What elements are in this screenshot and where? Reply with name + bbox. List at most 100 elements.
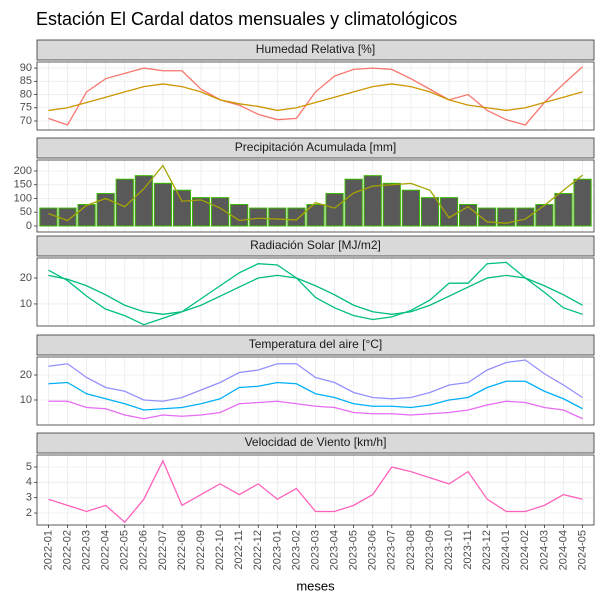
x-tick-label: 2023-09 bbox=[424, 530, 436, 570]
bar bbox=[420, 197, 440, 227]
y-tick-label: 20 bbox=[20, 272, 32, 284]
line bbox=[48, 261, 583, 326]
y-tick-label: 150 bbox=[14, 179, 32, 191]
panel-border bbox=[36, 356, 595, 426]
bar bbox=[134, 175, 153, 227]
x-tick-label: 2022-04 bbox=[100, 530, 112, 570]
bar bbox=[249, 207, 268, 227]
line bbox=[48, 164, 583, 224]
bar bbox=[554, 193, 573, 227]
bar bbox=[573, 178, 592, 227]
line bbox=[48, 459, 583, 524]
x-tick-label: 2022-09 bbox=[195, 530, 207, 570]
bar bbox=[268, 207, 287, 227]
x-tick-label: 2023-05 bbox=[348, 530, 360, 570]
strip bbox=[36, 235, 595, 257]
x-tick-label: 2023-04 bbox=[328, 530, 340, 570]
bar bbox=[382, 182, 401, 227]
strip bbox=[36, 432, 595, 454]
line bbox=[48, 359, 583, 402]
bar bbox=[306, 204, 325, 227]
bar bbox=[516, 207, 535, 227]
panel-title: Humedad Relativa [%] bbox=[256, 42, 375, 56]
y-tick-label: 3 bbox=[26, 492, 32, 504]
x-tick-label: 2023-07 bbox=[386, 530, 398, 570]
y-tick-label: 85 bbox=[20, 75, 32, 87]
bar bbox=[459, 204, 478, 227]
bar bbox=[363, 175, 382, 227]
y-tick-label: 200 bbox=[14, 165, 32, 177]
y-tick-label: 10 bbox=[20, 394, 32, 406]
x-tick-label: 2024-05 bbox=[576, 530, 588, 570]
line bbox=[48, 380, 583, 411]
bar bbox=[230, 204, 249, 227]
y-tick-label: 0 bbox=[26, 220, 32, 232]
y-tick-label: 20 bbox=[20, 369, 32, 381]
panel-border bbox=[36, 257, 595, 327]
chart-title: Estación El Cardal datos mensuales y cli… bbox=[36, 9, 457, 29]
panel-border bbox=[36, 159, 595, 233]
x-tick-label: 2023-02 bbox=[290, 530, 302, 570]
x-tick-label: 2023-06 bbox=[367, 530, 379, 570]
x-tick-label: 2024-02 bbox=[519, 530, 531, 570]
x-tick-label: 2022-02 bbox=[61, 530, 73, 570]
y-tick-label: 100 bbox=[14, 192, 32, 204]
y-tick-label: 5 bbox=[26, 461, 32, 473]
x-tick-label: 2023-08 bbox=[405, 530, 417, 570]
bar bbox=[497, 207, 516, 227]
x-tick-label: 2023-10 bbox=[443, 530, 455, 570]
bar bbox=[58, 207, 77, 227]
panel-title: Radiación Solar [MJ/m2] bbox=[250, 238, 381, 252]
y-tick-label: 75 bbox=[20, 102, 32, 114]
y-tick-label: 50 bbox=[20, 206, 32, 218]
line bbox=[48, 400, 583, 420]
panel-title: Precipitación Acumulada [mm] bbox=[235, 140, 396, 154]
bar bbox=[172, 189, 192, 227]
line bbox=[48, 274, 583, 315]
x-tick-label: 2023-12 bbox=[481, 530, 493, 570]
x-tick-label: 2022-07 bbox=[157, 530, 169, 570]
y-tick-label: 70 bbox=[20, 115, 32, 127]
bar bbox=[478, 207, 497, 227]
bar bbox=[115, 178, 134, 227]
bar bbox=[211, 197, 230, 227]
y-tick-label: 4 bbox=[26, 476, 32, 488]
line bbox=[48, 83, 583, 112]
bar bbox=[96, 193, 115, 227]
strip bbox=[36, 137, 595, 159]
panel-title: Velocidad de Viento [km/h] bbox=[245, 435, 387, 449]
x-tick-label: 2022-01 bbox=[42, 530, 54, 570]
y-tick-label: 90 bbox=[20, 62, 32, 74]
panel-border bbox=[36, 61, 595, 131]
x-tick-label: 2024-04 bbox=[557, 530, 569, 570]
x-tick-label: 2023-11 bbox=[462, 530, 474, 570]
bar bbox=[535, 204, 554, 227]
x-tick-label: 2022-10 bbox=[214, 530, 226, 570]
bar bbox=[344, 178, 363, 227]
strip bbox=[36, 39, 595, 61]
x-tick-label: 2024-01 bbox=[500, 530, 512, 570]
x-tick-label: 2022-08 bbox=[176, 530, 188, 570]
bar bbox=[191, 197, 211, 227]
x-tick-label: 2022-05 bbox=[119, 530, 131, 570]
line bbox=[48, 66, 583, 126]
x-tick-label: 2023-03 bbox=[309, 530, 321, 570]
x-tick-label: 2022-03 bbox=[81, 530, 93, 570]
y-tick-label: 80 bbox=[20, 88, 32, 100]
y-tick-label: 10 bbox=[20, 298, 32, 310]
strip bbox=[36, 334, 595, 356]
bar bbox=[401, 189, 420, 227]
x-tick-label: 2022-06 bbox=[138, 530, 150, 570]
x-tick-label: 2022-11 bbox=[233, 530, 245, 570]
y-tick-label: 2 bbox=[26, 507, 32, 519]
x-tick-label: 2023-01 bbox=[271, 530, 283, 570]
bar bbox=[39, 207, 58, 227]
bar bbox=[439, 197, 459, 227]
bar bbox=[77, 204, 96, 227]
bar bbox=[287, 207, 306, 227]
bar bbox=[153, 182, 172, 227]
bar bbox=[325, 193, 344, 227]
panel-title: Temperatura del aire [°C] bbox=[249, 337, 383, 351]
x-tick-label: 2024-03 bbox=[538, 530, 550, 570]
